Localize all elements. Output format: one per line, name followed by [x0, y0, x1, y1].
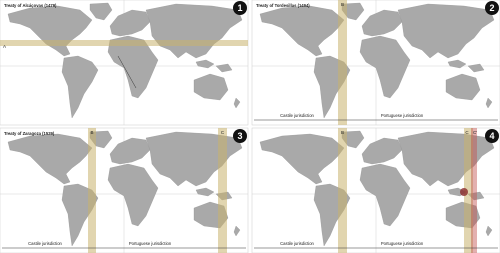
- marker: [460, 188, 468, 196]
- line-band: [0, 40, 248, 46]
- panel-number: 2: [489, 3, 494, 13]
- jurisdiction-label: Castile jurisdiction: [280, 113, 314, 118]
- line-band: [338, 128, 347, 253]
- jurisdiction-label: Castile jurisdiction: [280, 241, 314, 246]
- panel-number: 4: [489, 131, 494, 141]
- line-label: C: [465, 130, 469, 135]
- panel-4: 4 B C C' Castile jurisdiction Portuguese…: [251, 127, 500, 253]
- jurisdiction-label: Portuguese jurisdiction: [129, 241, 172, 246]
- panel-1: Treaty of Alcáçovas (1479) 1 A: [0, 0, 249, 126]
- panel-title: Treaty of Tordesillas (1494): [256, 3, 310, 8]
- line-band: [88, 128, 96, 253]
- jurisdiction-label: Castile jurisdiction: [28, 241, 62, 246]
- line-label: B: [341, 2, 344, 7]
- arrow: [117, 55, 137, 89]
- jurisdiction-label: Portuguese jurisdiction: [381, 113, 424, 118]
- line-band: [464, 128, 473, 253]
- panel-title: Treaty of Alcáçovas (1479): [4, 3, 57, 8]
- line-band: [218, 128, 227, 253]
- panel-number: 1: [237, 3, 242, 13]
- line-label: B: [341, 130, 344, 135]
- panel-2: Treaty of Tordesillas (1494) 2 B Castile…: [251, 0, 500, 126]
- line-label: C: [221, 130, 225, 135]
- line-label: B: [90, 130, 93, 135]
- panel-number: 3: [237, 131, 242, 141]
- line-label: C': [473, 130, 477, 135]
- line-band: [471, 128, 477, 253]
- line-label: A: [3, 44, 6, 49]
- panel-3: Treaty of Zaragoza (1529) 3 B C Castile …: [0, 127, 249, 253]
- panel-title: Treaty of Zaragoza (1529): [4, 131, 55, 136]
- jurisdiction-label: Portuguese jurisdiction: [381, 241, 424, 246]
- line-band: [338, 0, 347, 125]
